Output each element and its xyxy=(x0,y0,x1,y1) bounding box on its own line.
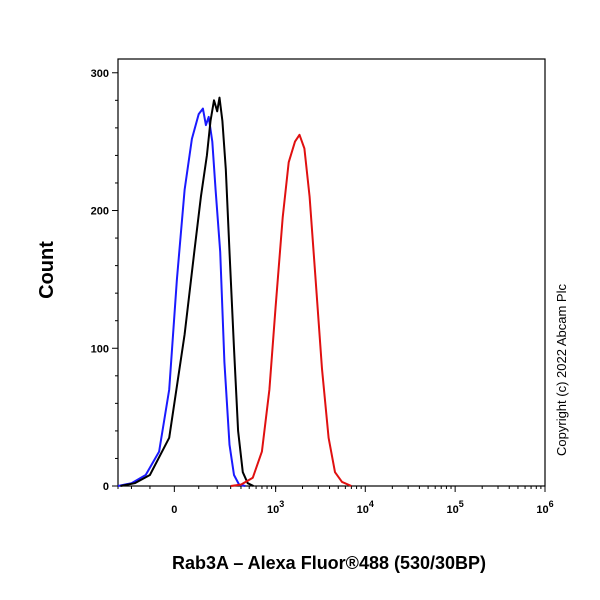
x-tick-label: 106 xyxy=(536,499,553,516)
x-tick-label: 104 xyxy=(357,499,374,516)
x-axis-title: Rab3A – Alexa Fluor®488 (530/30BP) xyxy=(172,553,486,573)
y-tick-label: 100 xyxy=(91,343,109,355)
y-tick-label: 200 xyxy=(91,206,109,218)
histogram-curve xyxy=(117,107,246,487)
histogram-curve xyxy=(120,96,254,487)
histogram-series xyxy=(117,96,352,487)
copyright-notice: Copyright (c) 2022 Abcam Plc xyxy=(554,284,569,456)
y-axis-title: Count xyxy=(36,241,58,299)
y-tick-label: 300 xyxy=(91,68,109,80)
y-tick-label: 0 xyxy=(103,481,109,493)
y-axis: 0 100 200 300 xyxy=(91,68,118,493)
x-tick-label: 105 xyxy=(447,499,464,516)
x-axis: 0 103 104 105 106 xyxy=(117,486,554,516)
x-tick-label: 0 xyxy=(171,504,177,516)
histogram-curve xyxy=(230,133,352,487)
plot-frame xyxy=(117,58,546,487)
x-tick-label: 103 xyxy=(267,499,284,516)
